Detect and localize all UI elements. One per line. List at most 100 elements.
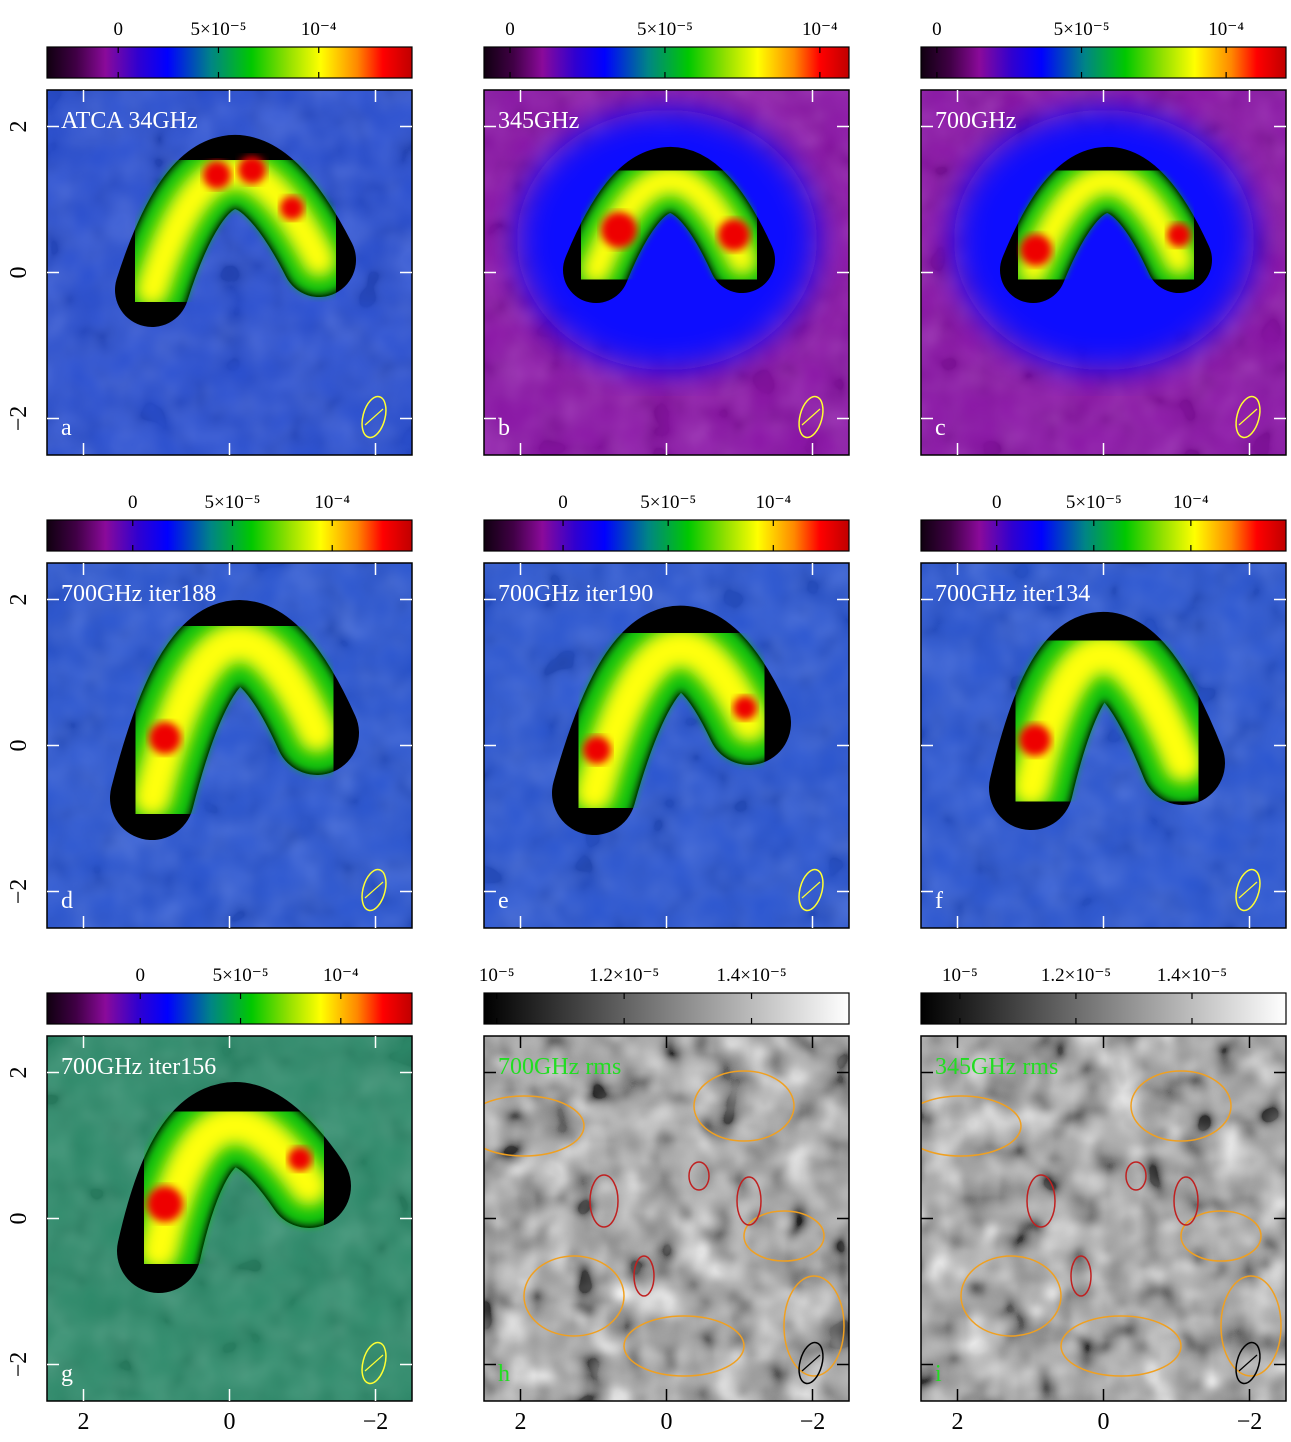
emission-peak: [601, 212, 637, 248]
x-tick-label: 0: [661, 1409, 673, 1435]
beam-hatch: [801, 881, 821, 899]
panel: 0 5×10⁻⁵ 10⁻⁴ ATCA 34GHz a 2 0 −2: [6, 19, 413, 456]
y-tick-label: 0: [6, 1213, 32, 1225]
emission: [552, 605, 791, 835]
contour: [783, 1275, 845, 1377]
panel-title: 700GHz: [935, 108, 1016, 134]
y-tick-label: 0: [6, 267, 32, 279]
contour: [1026, 1174, 1056, 1228]
panel-title: 345GHz: [498, 108, 579, 134]
image-noise: [921, 1036, 1286, 1401]
emission: [954, 110, 1254, 370]
contour: [1070, 1255, 1092, 1297]
emission-peak: [238, 156, 266, 184]
beam: [361, 395, 387, 439]
contour: [743, 1210, 825, 1262]
emission: [110, 600, 359, 840]
colorbar-tick-label: 10⁻⁴: [802, 19, 838, 40]
colorbar-tick-label: 10⁻⁴: [314, 492, 350, 513]
colorbar: [46, 992, 413, 1025]
panel-letter: h: [498, 1361, 510, 1387]
colorbar: [46, 46, 413, 79]
emission-peak: [1167, 223, 1191, 247]
x-tick-label: 0: [224, 1409, 236, 1435]
x-tick-label: −2: [800, 1409, 826, 1435]
image: [484, 90, 849, 455]
y-tick-label: −2: [6, 1352, 32, 1378]
panel: 0 5×10⁻⁵ 10⁻⁴ 700GHz iter134 f: [920, 492, 1287, 929]
colorbar-tick-label: 0: [932, 19, 942, 40]
panel-title: 700GHz rms: [498, 1054, 621, 1080]
image: [47, 563, 412, 928]
beam: [1235, 1341, 1261, 1385]
colorbar-tick-label: 1.4×10⁻⁵: [1157, 965, 1227, 986]
x-tick-label: 0: [1098, 1409, 1110, 1435]
panel-letter: c: [935, 415, 946, 441]
beam-hatch: [801, 1354, 821, 1372]
contours: [484, 1070, 845, 1377]
emission-peak: [149, 722, 181, 754]
panel-title: 700GHz iter156: [61, 1054, 216, 1080]
colorbar: [483, 519, 850, 552]
y-tick-label: 2: [6, 1067, 32, 1079]
panel-letter: f: [935, 888, 943, 914]
emission-peak: [583, 736, 611, 764]
x-tick-label: −2: [1237, 1409, 1263, 1435]
beam: [798, 1341, 824, 1385]
image: [921, 90, 1286, 455]
y-tick-label: −2: [6, 406, 32, 432]
colorbar-tick-label: 5×10⁻⁵: [637, 19, 693, 40]
emission: [989, 612, 1225, 830]
colorbar-tick-label: 0: [992, 492, 1002, 513]
colorbar-tick-label: 5×10⁻⁵: [640, 492, 696, 513]
colorbar-tick-label: 0: [136, 965, 146, 986]
colorbar: [46, 519, 413, 552]
panel: 0 5×10⁻⁵ 10⁻⁴ 700GHz iter190 e: [483, 492, 850, 929]
colorbar-tick-label: 10⁻⁴: [755, 492, 791, 513]
colorbar-tick-label: 0: [505, 19, 515, 40]
emission-peak: [288, 1147, 312, 1171]
contour: [589, 1174, 619, 1228]
panel-title: ATCA 34GHz: [61, 108, 198, 134]
colorbar-tick-label: 5×10⁻⁵: [213, 965, 269, 986]
colorbar-tick-label: 10⁻⁴: [301, 19, 337, 40]
contour: [693, 1070, 795, 1142]
colorbar-tick-label: 0: [128, 492, 138, 513]
contour: [523, 1255, 625, 1337]
colorbar-tick-label: 1.2×10⁻⁵: [1041, 965, 1111, 986]
emission-mid: [574, 627, 769, 813]
image: [921, 1036, 1286, 1401]
emission-peak: [733, 696, 757, 720]
image: [921, 563, 1286, 928]
beam: [1235, 868, 1261, 912]
colorbar-tick-label: 10⁻⁴: [323, 965, 359, 986]
beam: [798, 395, 824, 439]
beam: [361, 868, 387, 912]
colorbar: [483, 992, 850, 1025]
colorbar: [483, 46, 850, 79]
emission-peak: [1019, 724, 1051, 756]
contours: [921, 1070, 1282, 1377]
colorbar-tick-label: 5×10⁻⁵: [191, 19, 247, 40]
emission-peak: [147, 1186, 183, 1222]
y-tick-label: 2: [6, 594, 32, 606]
contour: [1060, 1315, 1182, 1377]
x-tick-label: 2: [78, 1409, 90, 1435]
beam-hatch: [801, 408, 821, 426]
emission-mid: [1011, 634, 1203, 808]
contour: [623, 1315, 745, 1377]
colorbar: [920, 992, 1287, 1025]
panel: 0 5×10⁻⁵ 10⁻⁴ 345GHz b: [483, 19, 850, 456]
beam-hatch: [364, 408, 384, 426]
panel-title: 345GHz rms: [935, 1054, 1058, 1080]
colorbar-tick-label: 1.2×10⁻⁵: [589, 965, 659, 986]
colorbar-tick-label: 5×10⁻⁵: [205, 492, 261, 513]
contour: [921, 1095, 1022, 1157]
beam: [361, 1341, 387, 1385]
colorbar-tick-label: 1.4×10⁻⁵: [716, 965, 786, 986]
colorbar-tick-label: 10⁻⁴: [1208, 19, 1244, 40]
y-tick-label: −2: [6, 879, 32, 905]
contour: [736, 1176, 762, 1226]
